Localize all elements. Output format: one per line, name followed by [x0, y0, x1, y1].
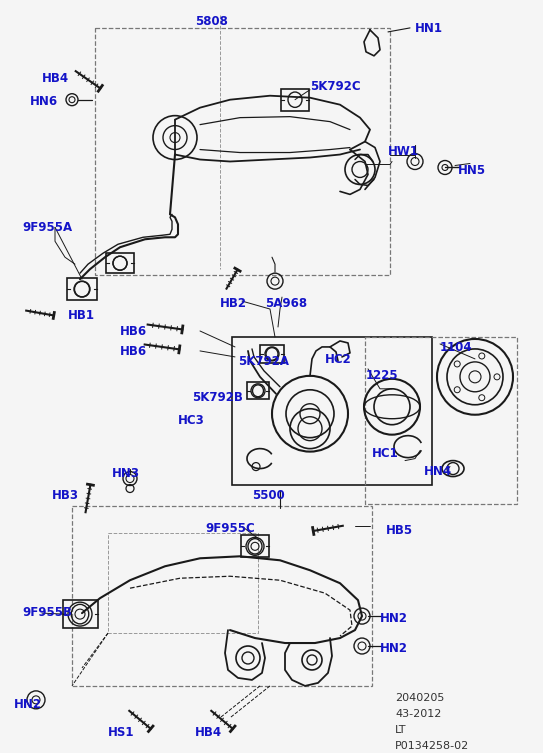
- Text: HN5: HN5: [458, 164, 486, 178]
- Text: HN2: HN2: [380, 642, 408, 655]
- Text: HC3: HC3: [178, 413, 205, 427]
- Text: HN3: HN3: [112, 467, 140, 480]
- Text: 9F955A: 9F955A: [22, 221, 72, 234]
- Text: HN1: HN1: [415, 22, 443, 35]
- Text: 5K792C: 5K792C: [310, 80, 361, 93]
- Text: HB3: HB3: [52, 489, 79, 501]
- Text: 5K792A: 5K792A: [238, 355, 289, 368]
- Text: HN4: HN4: [424, 465, 452, 477]
- Bar: [260, 345, 284, 363]
- Text: LT: LT: [395, 725, 407, 735]
- Text: 5A968: 5A968: [265, 297, 307, 310]
- Text: 1225: 1225: [366, 369, 399, 382]
- Text: HB4: HB4: [195, 726, 222, 739]
- Bar: [95, 28, 390, 275]
- Bar: [62, 600, 98, 628]
- Bar: [281, 89, 309, 111]
- Text: HN6: HN6: [30, 95, 58, 108]
- Bar: [247, 383, 269, 399]
- Text: HN2: HN2: [380, 612, 408, 625]
- Bar: [108, 533, 258, 633]
- Bar: [241, 535, 269, 557]
- Text: HB6: HB6: [120, 345, 147, 358]
- Bar: [232, 337, 432, 484]
- Text: HC2: HC2: [325, 353, 352, 366]
- Text: HC1: HC1: [372, 447, 399, 459]
- Text: 5500: 5500: [252, 489, 285, 501]
- Bar: [365, 337, 517, 505]
- Bar: [106, 253, 134, 273]
- Bar: [67, 278, 97, 300]
- Text: 2040205: 2040205: [395, 693, 444, 703]
- Text: 9F955C: 9F955C: [205, 523, 255, 535]
- Text: HB4: HB4: [42, 72, 69, 85]
- Text: 5808: 5808: [195, 15, 228, 28]
- Text: HW1: HW1: [388, 145, 419, 157]
- Text: 43-2012: 43-2012: [395, 709, 441, 719]
- Text: 9F955B: 9F955B: [22, 606, 72, 619]
- Text: HS1: HS1: [108, 726, 135, 739]
- Text: HB2: HB2: [220, 297, 247, 310]
- Text: P0134258-02: P0134258-02: [395, 741, 469, 751]
- Text: HB6: HB6: [120, 325, 147, 338]
- Bar: [72, 507, 372, 686]
- Text: HN2: HN2: [14, 698, 42, 711]
- Text: 1104: 1104: [440, 341, 472, 354]
- Text: HB1: HB1: [68, 309, 95, 322]
- Text: HB5: HB5: [386, 524, 413, 538]
- Text: 5K792B: 5K792B: [192, 391, 243, 404]
